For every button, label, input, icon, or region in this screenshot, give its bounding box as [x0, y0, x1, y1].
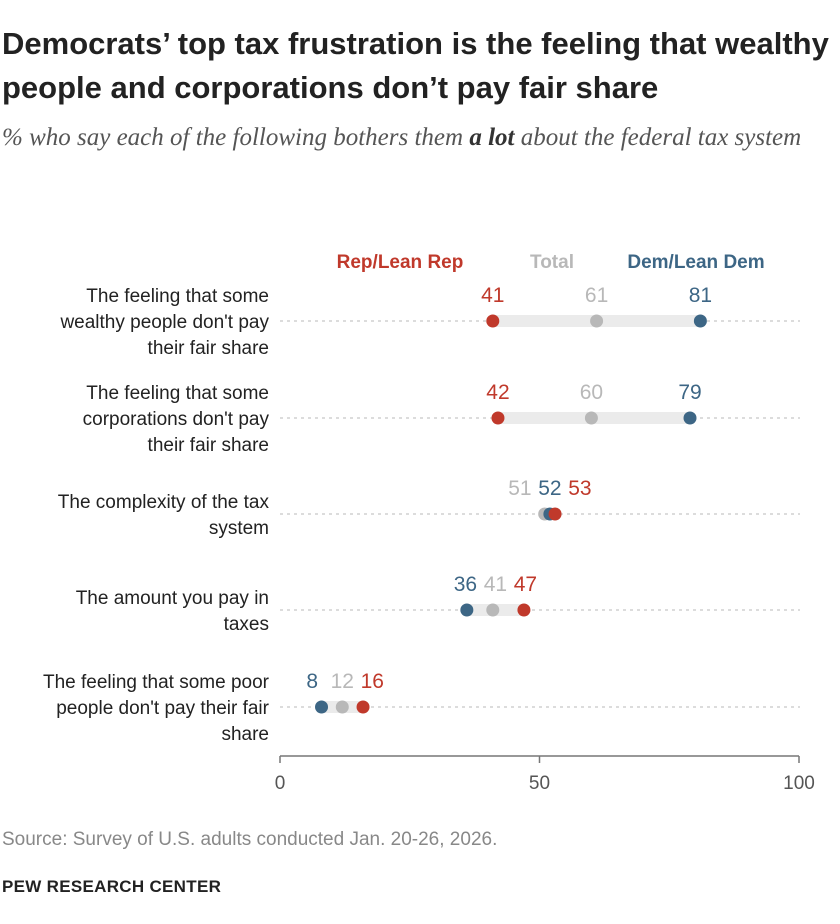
value-label-rep: 42 — [486, 381, 509, 404]
dot-total — [590, 314, 604, 328]
dot-dem — [460, 603, 474, 617]
dot-rep — [356, 700, 370, 714]
dot-dem — [693, 314, 707, 328]
chart-subtitle: % who say each of the following bothers … — [2, 120, 838, 156]
dot-plot-chart: Rep/Lean Rep Total Dem/Lean Dem The feeling… — [43, 252, 815, 794]
value-label-rep: 53 — [568, 477, 591, 500]
dot-rep — [491, 411, 505, 425]
legend-rep: Rep/Lean Rep — [337, 252, 464, 273]
category-label: The amount you pay in taxes — [76, 588, 269, 635]
subtitle-text-start: % who say each of the following bothers … — [2, 124, 470, 151]
chart-title: Democrats’ top tax frustration is the fe… — [2, 26, 829, 105]
category-label: The feeling that some poor people don't p… — [43, 672, 270, 745]
x-tick-label: 50 — [529, 773, 550, 794]
legend-dem: Dem/Lean Dem — [627, 252, 764, 273]
dot-rep — [486, 314, 500, 328]
value-label-dem: 81 — [689, 284, 712, 307]
source-note: Source: Survey of U.S. adults conducted … — [2, 829, 498, 850]
subtitle-text-end: about the federal tax system — [514, 124, 802, 151]
brand-logo-text: PEW RESEARCH CENTER — [2, 877, 222, 896]
value-label-rep: 41 — [481, 284, 504, 307]
dot-rep — [517, 603, 531, 617]
legend-total: Total — [530, 252, 574, 273]
value-label-rep: 16 — [361, 670, 384, 693]
dot-dem — [683, 411, 697, 425]
category-label: The complexity of the tax system — [58, 492, 270, 539]
value-label-total: 12 — [331, 670, 354, 693]
value-label-total: 61 — [585, 284, 608, 307]
value-label-total: 41 — [484, 573, 507, 596]
value-label-dem: 8 — [306, 670, 318, 693]
value-label-dem: 79 — [678, 381, 701, 404]
dot-total — [584, 411, 598, 425]
category-label: The feeling that some corporations don't … — [83, 383, 270, 456]
value-label-rep: 47 — [514, 573, 537, 596]
value-label-total: 51 — [508, 477, 531, 500]
x-tick-label: 0 — [275, 773, 286, 794]
dot-total — [486, 603, 500, 617]
value-label-dem: 52 — [538, 477, 561, 500]
value-label-dem: 36 — [454, 573, 477, 596]
subtitle-emphasis: a lot — [469, 124, 515, 151]
x-tick-label: 100 — [783, 773, 815, 794]
dot-total — [335, 700, 349, 714]
category-label: The feeling that some wealthy people don'… — [59, 286, 269, 359]
value-label-total: 60 — [580, 381, 603, 404]
dot-dem — [315, 700, 329, 714]
dot-rep — [548, 507, 562, 521]
